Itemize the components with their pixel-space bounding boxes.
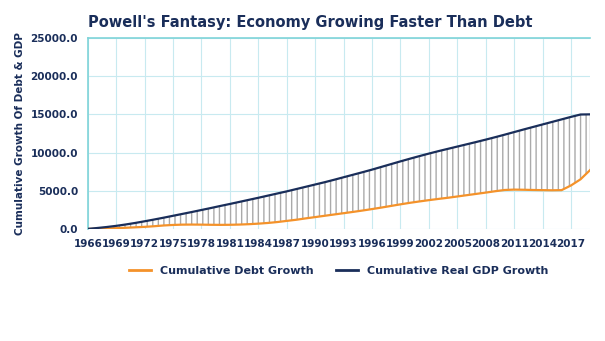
Cumulative Debt Growth [378,206,385,210]
Cumulative Debt Growth [273,220,281,224]
Cumulative Debt Growth [359,208,366,212]
Cumulative Real GDP Growth [169,214,177,218]
Line: Cumulative Real GDP Growth: Cumulative Real GDP Growth [88,114,590,229]
Cumulative Real GDP Growth [425,151,433,155]
Text: Powell's Fantasy: Economy Growing Faster Than Debt: Powell's Fantasy: Economy Growing Faster… [88,15,532,30]
Line: Cumulative Debt Growth: Cumulative Debt Growth [88,170,590,229]
Cumulative Real GDP Growth [586,112,594,116]
Cumulative Real GDP Growth [273,191,281,195]
Cumulative Debt Growth [425,198,433,202]
Cumulative Debt Growth [387,204,394,208]
Cumulative Debt Growth [84,227,91,231]
Cumulative Real GDP Growth [378,165,385,169]
Cumulative Real GDP Growth [84,227,91,231]
Cumulative Real GDP Growth [387,162,394,166]
Y-axis label: Cumulative Growth Of Debt & GDP: Cumulative Growth Of Debt & GDP [15,32,25,235]
Legend: Cumulative Debt Growth, Cumulative Real GDP Growth: Cumulative Debt Growth, Cumulative Real … [125,262,553,281]
Cumulative Real GDP Growth [359,170,366,174]
Cumulative Debt Growth [169,223,177,227]
Cumulative Debt Growth [586,168,594,172]
